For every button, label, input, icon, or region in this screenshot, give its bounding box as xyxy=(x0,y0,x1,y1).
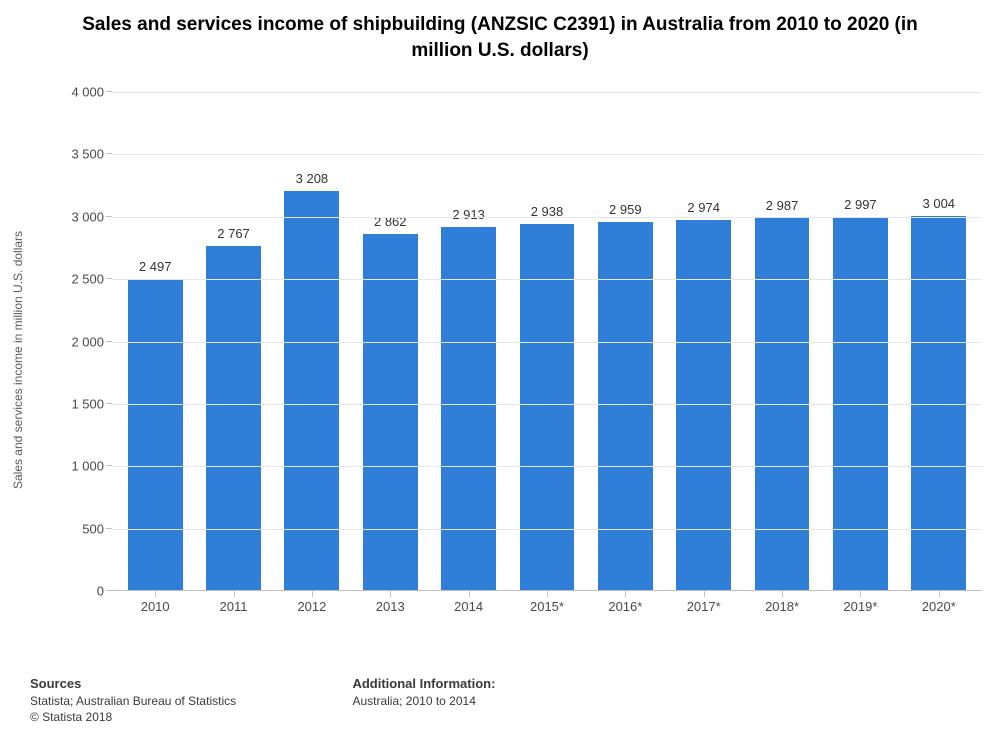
x-tick-label: 2016* xyxy=(586,591,664,627)
sources-heading: Sources xyxy=(30,676,330,691)
x-tick-label: 2014 xyxy=(429,591,507,627)
footer-additional: Additional Information: Australia; 2010 … xyxy=(352,676,495,709)
x-tick-label: 2017* xyxy=(665,591,743,627)
x-tick-label: 2013 xyxy=(351,591,429,627)
bar-value-label: 3 208 xyxy=(296,171,329,186)
footer-sources: Sources Statista; Australian Bureau of S… xyxy=(30,676,330,725)
x-tick-mark xyxy=(155,591,156,597)
y-axis-title: Sales and services income in million U.S… xyxy=(11,230,25,488)
gridline xyxy=(112,154,982,155)
additional-heading: Additional Information: xyxy=(352,676,495,691)
y-tick-label: 500 xyxy=(82,521,104,536)
bar: 2 862 xyxy=(363,234,418,590)
y-tick-mark xyxy=(106,91,112,92)
bar-value-label: 2 997 xyxy=(844,197,877,212)
y-tick-mark xyxy=(106,465,112,466)
x-tick-mark xyxy=(234,591,235,597)
y-tick-mark xyxy=(106,403,112,404)
y-tick-mark xyxy=(106,216,112,217)
sources-line-2: © Statista 2018 xyxy=(30,709,330,725)
chart-container: Sales and services income of shipbuildin… xyxy=(0,0,1000,743)
y-tick-label: 3 000 xyxy=(71,209,104,224)
gridline xyxy=(112,279,982,280)
gridline xyxy=(112,529,982,530)
x-tick-label: 2020* xyxy=(900,591,978,627)
bar: 2 497 xyxy=(128,279,183,590)
x-tick-label: 2018* xyxy=(743,591,821,627)
x-tick-label: 2010 xyxy=(116,591,194,627)
y-tick-mark xyxy=(106,528,112,529)
y-axis-ticks: 05001 0001 5002 0002 5003 0003 5004 000 xyxy=(62,92,108,627)
y-tick-label: 1 000 xyxy=(71,459,104,474)
additional-line: Australia; 2010 to 2014 xyxy=(352,693,495,709)
bar: 3 208 xyxy=(284,191,339,590)
bar-value-label: 2 913 xyxy=(452,207,485,222)
x-tick-mark xyxy=(625,591,626,597)
gridline xyxy=(112,466,982,467)
gridline xyxy=(112,217,982,218)
gridline xyxy=(112,404,982,405)
chart-title: Sales and services income of shipbuildin… xyxy=(0,0,1000,67)
bar: 2 974 xyxy=(676,220,731,590)
gridline xyxy=(112,92,982,93)
bar-value-label: 2 959 xyxy=(609,202,642,217)
y-tick-mark xyxy=(106,590,112,591)
y-tick-mark xyxy=(106,153,112,154)
bar-value-label: 2 497 xyxy=(139,259,172,274)
x-tick-mark xyxy=(939,591,940,597)
x-tick-mark xyxy=(547,591,548,597)
sources-line-1: Statista; Australian Bureau of Statistic… xyxy=(30,693,330,709)
y-tick-label: 0 xyxy=(97,584,104,599)
x-tick-mark xyxy=(469,591,470,597)
y-tick-mark xyxy=(106,278,112,279)
chart-footer: Sources Statista; Australian Bureau of S… xyxy=(30,676,970,725)
y-tick-label: 2 500 xyxy=(71,272,104,287)
plot-area: Sales and services income in million U.S… xyxy=(62,92,982,627)
y-tick-label: 3 500 xyxy=(71,147,104,162)
y-tick-label: 2 000 xyxy=(71,334,104,349)
gridline xyxy=(112,342,982,343)
x-tick-label: 2019* xyxy=(821,591,899,627)
x-tick-label: 2012 xyxy=(273,591,351,627)
x-tick-mark xyxy=(312,591,313,597)
plot-region: 2 4972 7673 2082 8622 9132 9382 9592 974… xyxy=(112,92,982,591)
y-tick-mark xyxy=(106,341,112,342)
x-axis-ticks: 201020112012201320142015*2016*2017*2018*… xyxy=(112,591,982,627)
bar-value-label: 2 974 xyxy=(687,200,720,215)
x-tick-label: 2015* xyxy=(508,591,586,627)
x-tick-mark xyxy=(782,591,783,597)
x-tick-label: 2011 xyxy=(194,591,272,627)
x-tick-mark xyxy=(860,591,861,597)
bar-value-label: 2 987 xyxy=(766,198,799,213)
x-tick-mark xyxy=(704,591,705,597)
bar: 2 913 xyxy=(441,227,496,590)
y-tick-label: 4 000 xyxy=(71,85,104,100)
bar-value-label: 3 004 xyxy=(922,196,955,211)
bar: 2 767 xyxy=(206,246,261,590)
x-tick-mark xyxy=(390,591,391,597)
bar-value-label: 2 767 xyxy=(217,226,250,241)
y-tick-label: 1 500 xyxy=(71,396,104,411)
bar: 2 959 xyxy=(598,222,653,590)
